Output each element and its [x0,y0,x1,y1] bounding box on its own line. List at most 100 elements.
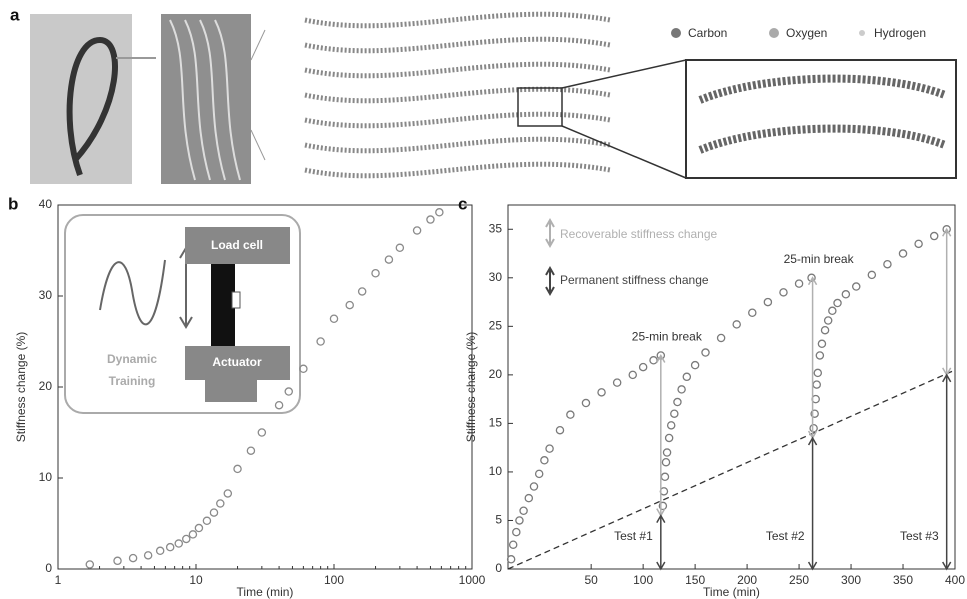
y-tick-label: 10 [489,464,503,478]
data-point [556,427,563,434]
x-tick-label: 1 [55,573,62,587]
data-point [733,321,740,328]
data-point [510,541,517,548]
gauge [232,292,240,308]
x-axis-label: Time (min) [703,585,760,599]
data-point [234,465,241,472]
data-point [525,495,532,502]
data-point [662,459,669,466]
sample [211,264,235,346]
inset-text: Actuator [212,355,262,369]
data-point [829,307,836,314]
data-point [663,449,670,456]
x-tick-label: 300 [841,573,861,587]
data-point [516,517,523,524]
legend-dot [769,28,779,38]
data-point [834,299,841,306]
panel-label: b [8,194,18,213]
y-tick-label: 10 [39,470,53,484]
data-point [702,349,709,356]
x-tick-label: 1000 [459,573,486,587]
inset-caption: Training [109,374,156,388]
molecular-layers [305,14,610,176]
page: a Carbon Oxygen Hydrogen b11010010000102… [0,0,967,599]
legend-dot [671,28,681,38]
data-point [780,289,787,296]
data-point [931,232,938,239]
data-point [157,547,164,554]
x-tick-label: 100 [633,573,653,587]
data-point [145,552,152,559]
data-point [821,327,828,334]
data-point [868,271,875,278]
x-tick-label: 400 [945,573,965,587]
y-tick-label: 35 [489,221,503,235]
inset-text: Load cell [211,238,263,252]
data-point [114,557,121,564]
data-point [210,509,217,516]
data-point [884,261,891,268]
data-point [816,352,823,359]
data-point [853,283,860,290]
legend-dot [859,30,865,36]
data-point [661,473,668,480]
x-tick-label: 50 [584,573,598,587]
y-tick-label: 0 [495,561,502,575]
data-point [692,362,699,369]
legend-arrow [546,268,554,294]
y-tick-label: 30 [39,288,53,302]
data-point [629,371,636,378]
data-point [668,422,675,429]
data-point [718,334,725,341]
legend-text: Carbon [688,26,727,40]
data-point [567,411,574,418]
data-point [915,240,922,247]
data-point [536,470,543,477]
data-point [650,357,657,364]
data-point [86,561,93,568]
data-point [795,280,802,287]
data-point [614,379,621,386]
y-axis-label: Stiffness change (%) [14,332,28,443]
data-point [129,554,136,561]
y-tick-label: 20 [39,379,53,393]
test-label: Test #2 [766,529,805,543]
zoom-panel [686,60,956,178]
data-point [175,540,182,547]
data-point [189,531,196,538]
data-point [814,369,821,376]
data-point [508,556,515,563]
data-point [258,429,265,436]
inset-caption: Dynamic [107,352,157,366]
legend-text: Hydrogen [874,26,926,40]
data-point [372,270,379,277]
y-tick-label: 5 [495,513,502,527]
connector [251,130,265,160]
data-point [764,298,771,305]
connector [251,30,265,60]
data-point [582,399,589,406]
break-label: 25-min break [784,252,855,266]
data-point [818,340,825,347]
data-point [813,381,820,388]
x-tick-label: 10 [189,573,203,587]
break-label: 25-min break [632,330,703,344]
data-point [749,309,756,316]
data-point [640,364,647,371]
data-point [899,250,906,257]
zoom-box [518,88,562,126]
panel-label: c [458,194,467,213]
data-point [217,500,224,507]
data-point [167,544,174,551]
y-tick-label: 40 [39,197,53,211]
base [205,380,257,402]
sem-image [161,14,251,184]
data-point [359,288,366,295]
data-point [385,256,392,263]
photo [30,14,132,184]
trend-line [508,370,955,569]
data-point [513,529,520,536]
data-point [346,302,353,309]
data-point [183,535,190,542]
data-point [842,291,849,298]
